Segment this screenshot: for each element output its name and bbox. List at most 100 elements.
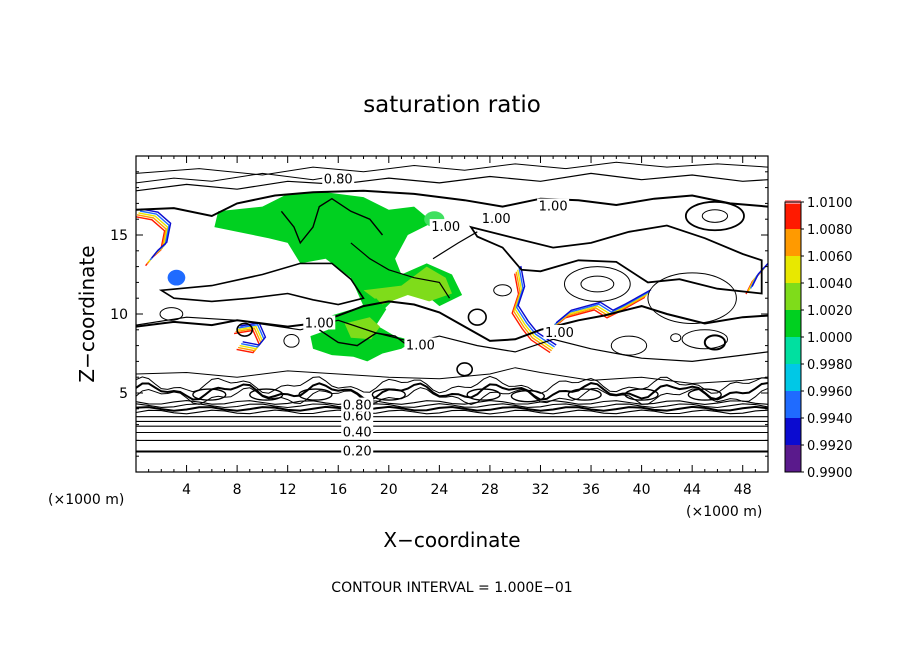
colorbar-label: 1.0020 (807, 304, 853, 319)
colorbar-band (785, 283, 801, 310)
blue-patch-left (167, 269, 186, 286)
contour-bump (192, 388, 227, 401)
x-tick-label: 44 (683, 482, 701, 498)
contour-label: 1.00 (545, 326, 574, 341)
x-tick-label: 24 (430, 482, 448, 498)
contour-label: 1.00 (482, 212, 511, 227)
green-patch-upper (214, 192, 463, 311)
contour-bump (510, 389, 545, 403)
x-tick-label: 32 (532, 482, 550, 498)
x-tick-label: 20 (380, 482, 398, 498)
contour-wavy-low (136, 375, 768, 394)
colorbar-label: 0.9940 (807, 412, 853, 427)
contour-label-bg (429, 219, 462, 234)
contour-green-in-d (432, 231, 478, 260)
colorbar-label: 1.0040 (807, 277, 853, 292)
contour-label: 0.20 (343, 444, 372, 459)
cloud-edge-band (517, 265, 557, 346)
contour-0-80-top (136, 172, 768, 192)
contour-flat (136, 400, 768, 405)
contour-flat (136, 409, 768, 415)
contour-label: 0.60 (343, 410, 372, 425)
colorbar-label: 0.9920 (807, 439, 853, 454)
y-unit-label: (×1000 m) (686, 504, 762, 520)
contour-cloud-left (158, 262, 365, 306)
contour-flat (136, 403, 768, 409)
contour-bump (371, 388, 406, 401)
contour-ring-a (563, 266, 631, 302)
colorbar-label: 1.0000 (807, 331, 853, 346)
cloud-edge-band (511, 273, 551, 354)
x-unit-label: (×1000 m) (48, 492, 124, 508)
contour-top-d (136, 172, 351, 184)
colorbar-band (785, 391, 801, 418)
colorbar-band (785, 337, 801, 364)
colorbar-label: 0.9900 (807, 466, 853, 481)
x-tick-label: 12 (279, 482, 297, 498)
colorbar-label: 1.0100 (807, 196, 853, 211)
contour-top-c (136, 161, 768, 176)
y-axis-label: Z−coordinate (75, 245, 99, 382)
contour-label: 1.00 (431, 220, 460, 235)
contour-ring-h (703, 334, 727, 351)
contour-label: 1.00 (406, 339, 435, 354)
colorbar-band (785, 445, 801, 472)
contour-wavy-low (136, 387, 768, 406)
contour-bump (298, 388, 333, 401)
contour-label: 0.40 (343, 426, 372, 441)
contour-mid-b (136, 316, 768, 363)
colorbar-band (785, 202, 801, 229)
contour-label: 1.00 (539, 200, 568, 215)
contour-label-bg (537, 198, 570, 213)
colorbar: 0.9900 0.9920 0.9940 0.9960 0.9980 1.0000 1.00… (784, 196, 853, 481)
contour-island-c (283, 334, 300, 348)
contour-ring-i (670, 333, 682, 343)
y-tick-label: 5 (119, 386, 128, 402)
colorbar-band (785, 418, 801, 445)
contour-ring-b (580, 275, 615, 293)
contour-ring-g (610, 335, 648, 356)
contour-bump (466, 388, 501, 401)
contour-label-bg (341, 443, 374, 458)
colorbar-label: 0.9980 (807, 358, 853, 373)
cloud-edge-band (514, 269, 554, 350)
x-tick-label: 36 (582, 482, 600, 498)
contour-label-bg (543, 324, 576, 339)
y-axis: 5 10 15 (110, 171, 768, 457)
saturation-shading (167, 192, 463, 362)
contour-green-in-c (318, 329, 409, 347)
y-tick-label: 10 (110, 307, 128, 323)
colorbar-band (785, 229, 801, 256)
contour-labels: 0.200.400.600.800.801.001.001.001.001.00… (303, 171, 576, 459)
contour-interval-note: CONTOUR INTERVAL = 1.000E−01 (331, 580, 572, 596)
contour-island-d (467, 308, 487, 326)
x-tick-label: 8 (233, 482, 242, 498)
contour-ring-c (684, 200, 745, 232)
contour-bump (624, 388, 659, 401)
cloud-edge-band (240, 322, 267, 346)
contour-bump (567, 388, 602, 401)
x-tick-label: 48 (734, 482, 752, 498)
contour-flat (136, 405, 768, 412)
contour-ring-d (701, 209, 729, 223)
contour-island-a (159, 307, 184, 321)
cloud-edge-band (555, 289, 652, 324)
contour-mid-c (136, 367, 768, 385)
contour-island-b (236, 322, 254, 337)
contour-label: 0.80 (343, 399, 372, 414)
colorbar-band (785, 364, 801, 391)
contour-label-bg (341, 424, 374, 439)
colorbar-label: 0.9960 (807, 385, 853, 400)
contour-label-bg (341, 397, 374, 412)
contour-ring-e (647, 272, 737, 324)
contour-green-in-a (280, 197, 384, 245)
contour-ring-f (681, 329, 729, 350)
contour-wavy-low (136, 382, 768, 402)
contour-label-bg (322, 171, 355, 186)
contour-1-00-mid (136, 300, 768, 342)
x-tick-label: 28 (481, 482, 499, 498)
x-axis: 4 8 12 16 20 24 28 32 36 40 44 48 (148, 156, 756, 498)
contour-label-bg (404, 337, 437, 352)
contour-bump (249, 388, 284, 401)
